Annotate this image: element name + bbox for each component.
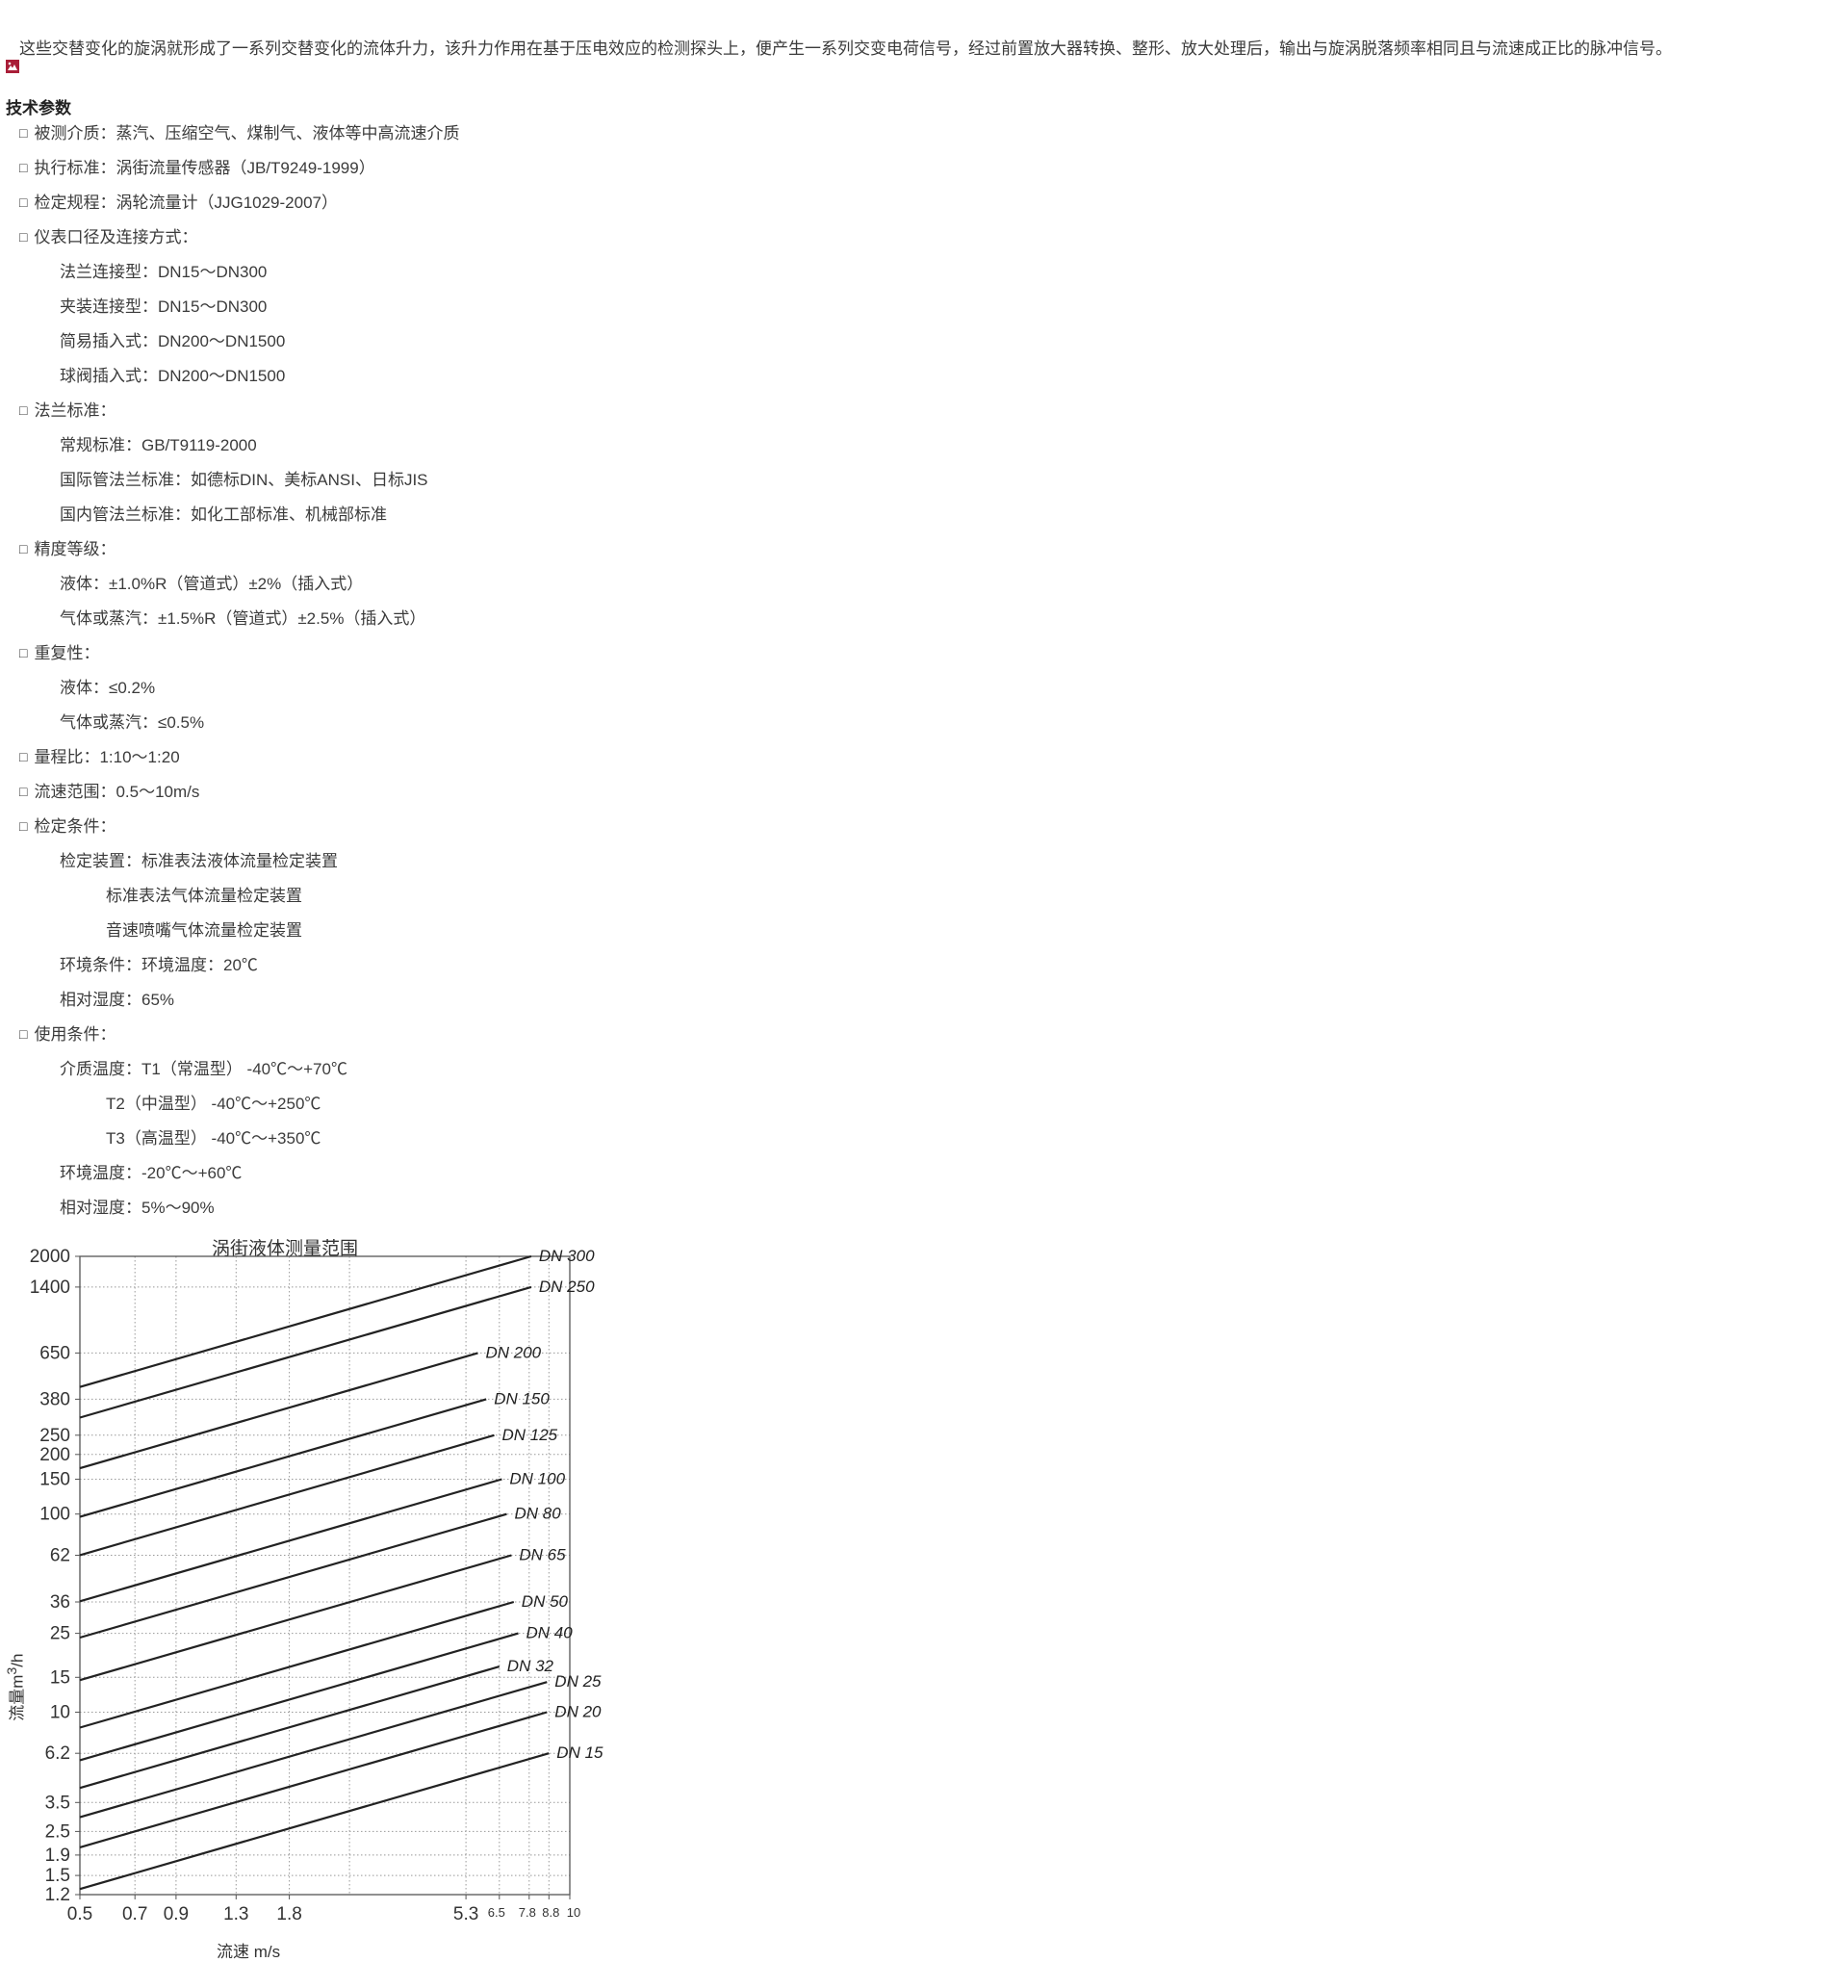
svg-text:10: 10 [567, 1905, 580, 1920]
svg-text:2.5: 2.5 [45, 1821, 70, 1842]
svg-text:36: 36 [50, 1592, 70, 1613]
svg-text:100: 100 [39, 1505, 70, 1525]
svg-text:1.3: 1.3 [223, 1904, 248, 1924]
svg-text:DN 25: DN 25 [554, 1672, 602, 1691]
svg-text:1.8: 1.8 [276, 1904, 301, 1924]
svg-text:DN 40: DN 40 [526, 1624, 574, 1642]
svg-text:1.9: 1.9 [45, 1846, 70, 1866]
svg-text:7.8: 7.8 [519, 1905, 536, 1920]
svg-text:DN 15: DN 15 [556, 1743, 603, 1762]
svg-text:6.2: 6.2 [45, 1743, 70, 1764]
svg-text:DN 250: DN 250 [539, 1278, 595, 1296]
svg-text:0.7: 0.7 [122, 1904, 147, 1924]
svg-text:DN 80: DN 80 [515, 1505, 562, 1523]
svg-text:2000: 2000 [30, 1247, 70, 1267]
svg-text:62: 62 [50, 1546, 70, 1566]
svg-text:0.5: 0.5 [67, 1904, 92, 1924]
svg-text:380: 380 [39, 1389, 70, 1409]
svg-text:0.9: 0.9 [164, 1904, 189, 1924]
svg-text:10: 10 [50, 1703, 70, 1723]
svg-text:200: 200 [39, 1445, 70, 1465]
svg-text:3.5: 3.5 [45, 1793, 70, 1813]
svg-text:8.8: 8.8 [542, 1905, 559, 1920]
svg-text:DN 200: DN 200 [486, 1343, 542, 1361]
svg-text:DN 125: DN 125 [502, 1426, 558, 1444]
svg-text:DN 50: DN 50 [522, 1592, 569, 1611]
svg-text:650: 650 [39, 1343, 70, 1363]
svg-text:DN 100: DN 100 [509, 1470, 565, 1488]
svg-text:DN 32: DN 32 [507, 1657, 554, 1675]
svg-text:1.5: 1.5 [45, 1866, 70, 1886]
svg-text:1.2: 1.2 [45, 1885, 70, 1905]
svg-text:DN 150: DN 150 [494, 1389, 550, 1407]
svg-text:25: 25 [50, 1624, 70, 1644]
svg-text:DN 300: DN 300 [539, 1247, 595, 1265]
svg-text:1400: 1400 [30, 1278, 70, 1298]
svg-text:15: 15 [50, 1667, 70, 1688]
svg-text:DN 20: DN 20 [554, 1703, 602, 1721]
svg-text:5.3: 5.3 [453, 1904, 478, 1924]
svg-text:250: 250 [39, 1426, 70, 1446]
svg-text:DN 65: DN 65 [519, 1546, 566, 1564]
svg-text:150: 150 [39, 1470, 70, 1490]
svg-text:6.5: 6.5 [488, 1905, 505, 1920]
